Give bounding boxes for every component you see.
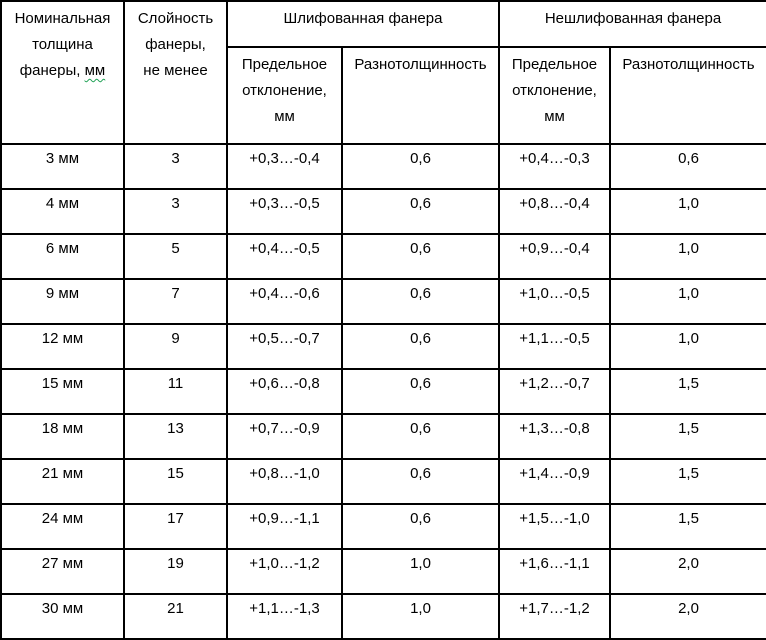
table-row: 15 мм 11 +0,6…-0,8 0,6 +1,2…-0,7 1,5 — [0, 368, 766, 415]
cell-unsanded-deviation: +1,6…-1,1 — [498, 548, 611, 595]
cell-unsanded-variation: 1,0 — [609, 188, 766, 235]
cell-unsanded-variation: 1,5 — [609, 503, 766, 550]
header-layer-count: Слойность фанеры, не менее — [123, 0, 228, 145]
table-row: 9 мм 7 +0,4…-0,6 0,6 +1,0…-0,5 1,0 — [0, 278, 766, 325]
cell-unsanded-deviation: +0,4…-0,3 — [498, 143, 611, 190]
cell-nominal-thickness: 21 мм — [0, 458, 125, 505]
table-row: 3 мм 3 +0,3…-0,4 0,6 +0,4…-0,3 0,6 — [0, 143, 766, 190]
cell-unsanded-variation: 1,5 — [609, 458, 766, 505]
cell-layers: 19 — [123, 548, 228, 595]
cell-nominal-thickness: 27 мм — [0, 548, 125, 595]
cell-nominal-thickness: 18 мм — [0, 413, 125, 460]
cell-layers: 11 — [123, 368, 228, 415]
table-row: 18 мм 13 +0,7…-0,9 0,6 +1,3…-0,8 1,5 — [0, 413, 766, 460]
header-row-groups: Номинальная толщина фанеры, мм Слойность… — [0, 0, 766, 145]
header-unsanded-deviation: Предельное отклонение, мм — [498, 46, 611, 145]
cell-sanded-deviation: +0,9…-1,1 — [226, 503, 343, 550]
cell-sanded-variation: 1,0 — [341, 593, 500, 640]
cell-nominal-thickness: 9 мм — [0, 278, 125, 325]
cell-nominal-thickness: 15 мм — [0, 368, 125, 415]
cell-unsanded-deviation: +1,1…-0,5 — [498, 323, 611, 370]
cell-unsanded-variation: 1,0 — [609, 278, 766, 325]
cell-layers: 13 — [123, 413, 228, 460]
cell-sanded-deviation: +0,5…-0,7 — [226, 323, 343, 370]
cell-layers: 3 — [123, 143, 228, 190]
table-row: 12 мм 9 +0,5…-0,7 0,6 +1,1…-0,5 1,0 — [0, 323, 766, 370]
table-body: 3 мм 3 +0,3…-0,4 0,6 +0,4…-0,3 0,6 4 мм … — [0, 143, 766, 640]
cell-sanded-deviation: +0,3…-0,5 — [226, 188, 343, 235]
table-row: 30 мм 21 +1,1…-1,3 1,0 +1,7…-1,2 2,0 — [0, 593, 766, 640]
cell-nominal-thickness: 4 мм — [0, 188, 125, 235]
cell-sanded-variation: 0,6 — [341, 143, 500, 190]
cell-layers: 7 — [123, 278, 228, 325]
cell-layers: 3 — [123, 188, 228, 235]
table-row: 27 мм 19 +1,0…-1,2 1,0 +1,6…-1,1 2,0 — [0, 548, 766, 595]
cell-nominal-thickness: 3 мм — [0, 143, 125, 190]
cell-unsanded-deviation: +1,3…-0,8 — [498, 413, 611, 460]
cell-unsanded-deviation: +0,9…-0,4 — [498, 233, 611, 280]
cell-sanded-deviation: +0,4…-0,6 — [226, 278, 343, 325]
cell-sanded-variation: 0,6 — [341, 413, 500, 460]
table-row: 6 мм 5 +0,4…-0,5 0,6 +0,9…-0,4 1,0 — [0, 233, 766, 280]
header-unsanded-variation: Разнотолщинность — [609, 46, 766, 145]
cell-unsanded-deviation: +1,0…-0,5 — [498, 278, 611, 325]
cell-nominal-thickness: 30 мм — [0, 593, 125, 640]
cell-sanded-variation: 0,6 — [341, 188, 500, 235]
header-group-sanded: Шлифованная фанера — [226, 0, 500, 48]
cell-layers: 21 — [123, 593, 228, 640]
cell-unsanded-deviation: +1,5…-1,0 — [498, 503, 611, 550]
cell-unsanded-variation: 1,0 — [609, 233, 766, 280]
cell-unsanded-variation: 2,0 — [609, 593, 766, 640]
cell-sanded-variation: 0,6 — [341, 278, 500, 325]
cell-unsanded-variation: 0,6 — [609, 143, 766, 190]
header-sanded-variation: Разнотолщинность — [341, 46, 500, 145]
header-mm-unit-spellchecked: мм — [84, 62, 106, 79]
cell-sanded-deviation: +1,1…-1,3 — [226, 593, 343, 640]
cell-sanded-variation: 0,6 — [341, 368, 500, 415]
cell-sanded-deviation: +0,8…-1,0 — [226, 458, 343, 505]
cell-sanded-deviation: +1,0…-1,2 — [226, 548, 343, 595]
cell-unsanded-deviation: +1,2…-0,7 — [498, 368, 611, 415]
cell-nominal-thickness: 24 мм — [0, 503, 125, 550]
table-row: 24 мм 17 +0,9…-1,1 0,6 +1,5…-1,0 1,5 — [0, 503, 766, 550]
cell-unsanded-deviation: +1,4…-0,9 — [498, 458, 611, 505]
cell-sanded-variation: 0,6 — [341, 458, 500, 505]
cell-sanded-variation: 0,6 — [341, 233, 500, 280]
table-header: Номинальная толщина фанеры, мм Слойность… — [0, 0, 766, 145]
cell-sanded-deviation: +0,7…-0,9 — [226, 413, 343, 460]
cell-unsanded-variation: 2,0 — [609, 548, 766, 595]
cell-unsanded-variation: 1,5 — [609, 413, 766, 460]
cell-sanded-deviation: +0,6…-0,8 — [226, 368, 343, 415]
table-row: 21 мм 15 +0,8…-1,0 0,6 +1,4…-0,9 1,5 — [0, 458, 766, 505]
cell-sanded-deviation: +0,4…-0,5 — [226, 233, 343, 280]
header-nominal-thickness-text: Номинальная толщина фанеры, — [14, 10, 111, 79]
header-nominal-thickness: Номинальная толщина фанеры, мм — [0, 0, 125, 145]
cell-sanded-deviation: +0,3…-0,4 — [226, 143, 343, 190]
cell-layers: 15 — [123, 458, 228, 505]
cell-nominal-thickness: 12 мм — [0, 323, 125, 370]
cell-unsanded-variation: 1,5 — [609, 368, 766, 415]
header-row-sub: Предельное отклонение, мм Разнотолщиннос… — [1, 46, 766, 145]
header-sanded-deviation: Предельное отклонение, мм — [226, 46, 343, 145]
header-group-unsanded: Нешлифованная фанера — [498, 0, 766, 48]
cell-sanded-variation: 0,6 — [341, 323, 500, 370]
table-row: 4 мм 3 +0,3…-0,5 0,6 +0,8…-0,4 1,0 — [0, 188, 766, 235]
cell-unsanded-deviation: +1,7…-1,2 — [498, 593, 611, 640]
cell-sanded-variation: 0,6 — [341, 503, 500, 550]
cell-sanded-variation: 1,0 — [341, 548, 500, 595]
cell-layers: 9 — [123, 323, 228, 370]
cell-unsanded-deviation: +0,8…-0,4 — [498, 188, 611, 235]
cell-unsanded-variation: 1,0 — [609, 323, 766, 370]
cell-nominal-thickness: 6 мм — [0, 233, 125, 280]
cell-layers: 5 — [123, 233, 228, 280]
cell-layers: 17 — [123, 503, 228, 550]
